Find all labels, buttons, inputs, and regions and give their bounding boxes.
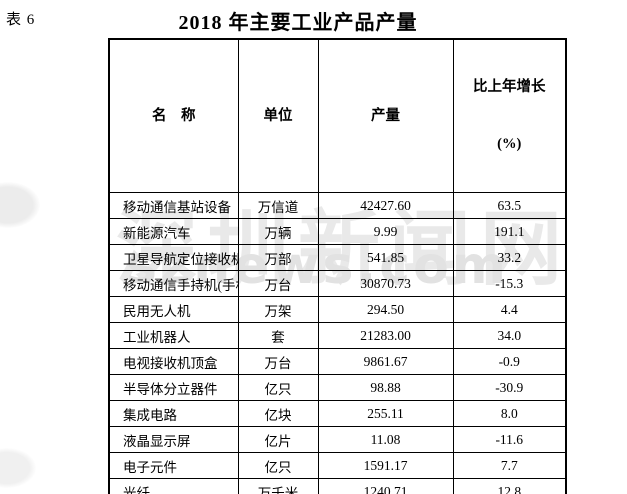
- cell-output: 30870.73: [317, 270, 454, 297]
- cell-output: 1591.17: [317, 452, 454, 479]
- cell-unit: 万部: [237, 244, 319, 271]
- cell-output: 9.99: [317, 218, 454, 245]
- cell-growth: 191.1: [452, 218, 567, 245]
- cell-output: 9861.67: [317, 348, 454, 375]
- cell-output: 21283.00: [317, 322, 454, 349]
- cell-product-name: 液晶显示屏: [108, 426, 239, 453]
- cell-growth: 34.0: [452, 322, 567, 349]
- cell-growth: -11.6: [452, 426, 567, 453]
- cell-growth: 8.0: [452, 400, 567, 427]
- header-unit: 单位: [237, 38, 319, 193]
- cell-growth: 33.2: [452, 244, 567, 271]
- cell-unit: 套: [237, 322, 319, 349]
- table-row: 光纤 万千米 1240.71 12.8: [108, 478, 567, 494]
- cell-product-name: 电子元件: [108, 452, 239, 479]
- header-growth-line1: 比上年增长: [473, 79, 546, 95]
- cell-product-name: 卫星导航定位接收机: [108, 244, 239, 271]
- cell-unit: 万千米: [237, 478, 319, 494]
- cell-unit: 亿块: [237, 400, 319, 427]
- cell-product-name: 半导体分立器件: [108, 374, 239, 401]
- cell-unit: 亿只: [237, 452, 319, 479]
- header-row: 名 称 单位 产量 比上年增长 (%): [108, 38, 567, 193]
- cell-output: 255.11: [317, 400, 454, 427]
- header-growth: 比上年增长 (%): [452, 38, 567, 193]
- table-row: 民用无人机 万架 294.50 4.4: [108, 296, 567, 323]
- cell-product-name: 新能源汽车: [108, 218, 239, 245]
- cell-product-name: 移动通信手持机(手机): [108, 270, 239, 297]
- cell-unit: 亿片: [237, 426, 319, 453]
- cell-product-name: 光纤: [108, 478, 239, 494]
- cell-growth: 63.5: [452, 192, 567, 219]
- cell-output: 11.08: [317, 426, 454, 453]
- cell-unit: 万辆: [237, 218, 319, 245]
- cell-unit: 万台: [237, 270, 319, 297]
- table-row: 工业机器人 套 21283.00 34.0: [108, 322, 567, 349]
- table-row: 电视接收机顶盒 万台 9861.67 -0.9: [108, 348, 567, 375]
- cell-output: 42427.60: [317, 192, 454, 219]
- table-row: 集成电路 亿块 255.11 8.0: [108, 400, 567, 427]
- cell-unit: 万信道: [237, 192, 319, 219]
- cell-output: 541.85: [317, 244, 454, 271]
- cell-growth: -15.3: [452, 270, 567, 297]
- cell-growth: 7.7: [452, 452, 567, 479]
- table-row: 卫星导航定位接收机 万部 541.85 33.2: [108, 244, 567, 271]
- industrial-products-table: 名 称 单位 产量 比上年增长 (%) 移动通信基站设备 万信道 42427.6…: [108, 38, 567, 494]
- cell-output: 1240.71: [317, 478, 454, 494]
- header-growth-line2: (%): [497, 136, 522, 152]
- cell-product-name: 电视接收机顶盒: [108, 348, 239, 375]
- cell-unit: 万台: [237, 348, 319, 375]
- cell-output: 294.50: [317, 296, 454, 323]
- table-row: 移动通信手持机(手机) 万台 30870.73 -15.3: [108, 270, 567, 297]
- table-row: 半导体分立器件 亿只 98.88 -30.9: [108, 374, 567, 401]
- watermark-fragment: [0, 182, 40, 228]
- cell-growth: -30.9: [452, 374, 567, 401]
- cell-product-name: 集成电路: [108, 400, 239, 427]
- page-title: 2018 年主要工业产品产量: [178, 12, 418, 34]
- table-row: 新能源汽车 万辆 9.99 191.1: [108, 218, 567, 245]
- cell-growth: 12.8: [452, 478, 567, 494]
- table-row: 液晶显示屏 亿片 11.08 -11.6: [108, 426, 567, 453]
- table-row: 移动通信基站设备 万信道 42427.60 63.5: [108, 192, 567, 219]
- cell-product-name: 工业机器人: [108, 322, 239, 349]
- watermark-fragment: [0, 448, 36, 488]
- table-row: 电子元件 亿只 1591.17 7.7: [108, 452, 567, 479]
- cell-product-name: 移动通信基站设备: [108, 192, 239, 219]
- cell-output: 98.88: [317, 374, 454, 401]
- cell-unit: 万架: [237, 296, 319, 323]
- cell-growth: -0.9: [452, 348, 567, 375]
- header-name: 名 称: [108, 38, 239, 193]
- cell-unit: 亿只: [237, 374, 319, 401]
- table-number-label: 表 6: [6, 12, 36, 28]
- header-output: 产量: [317, 38, 454, 193]
- cell-growth: 4.4: [452, 296, 567, 323]
- cell-product-name: 民用无人机: [108, 296, 239, 323]
